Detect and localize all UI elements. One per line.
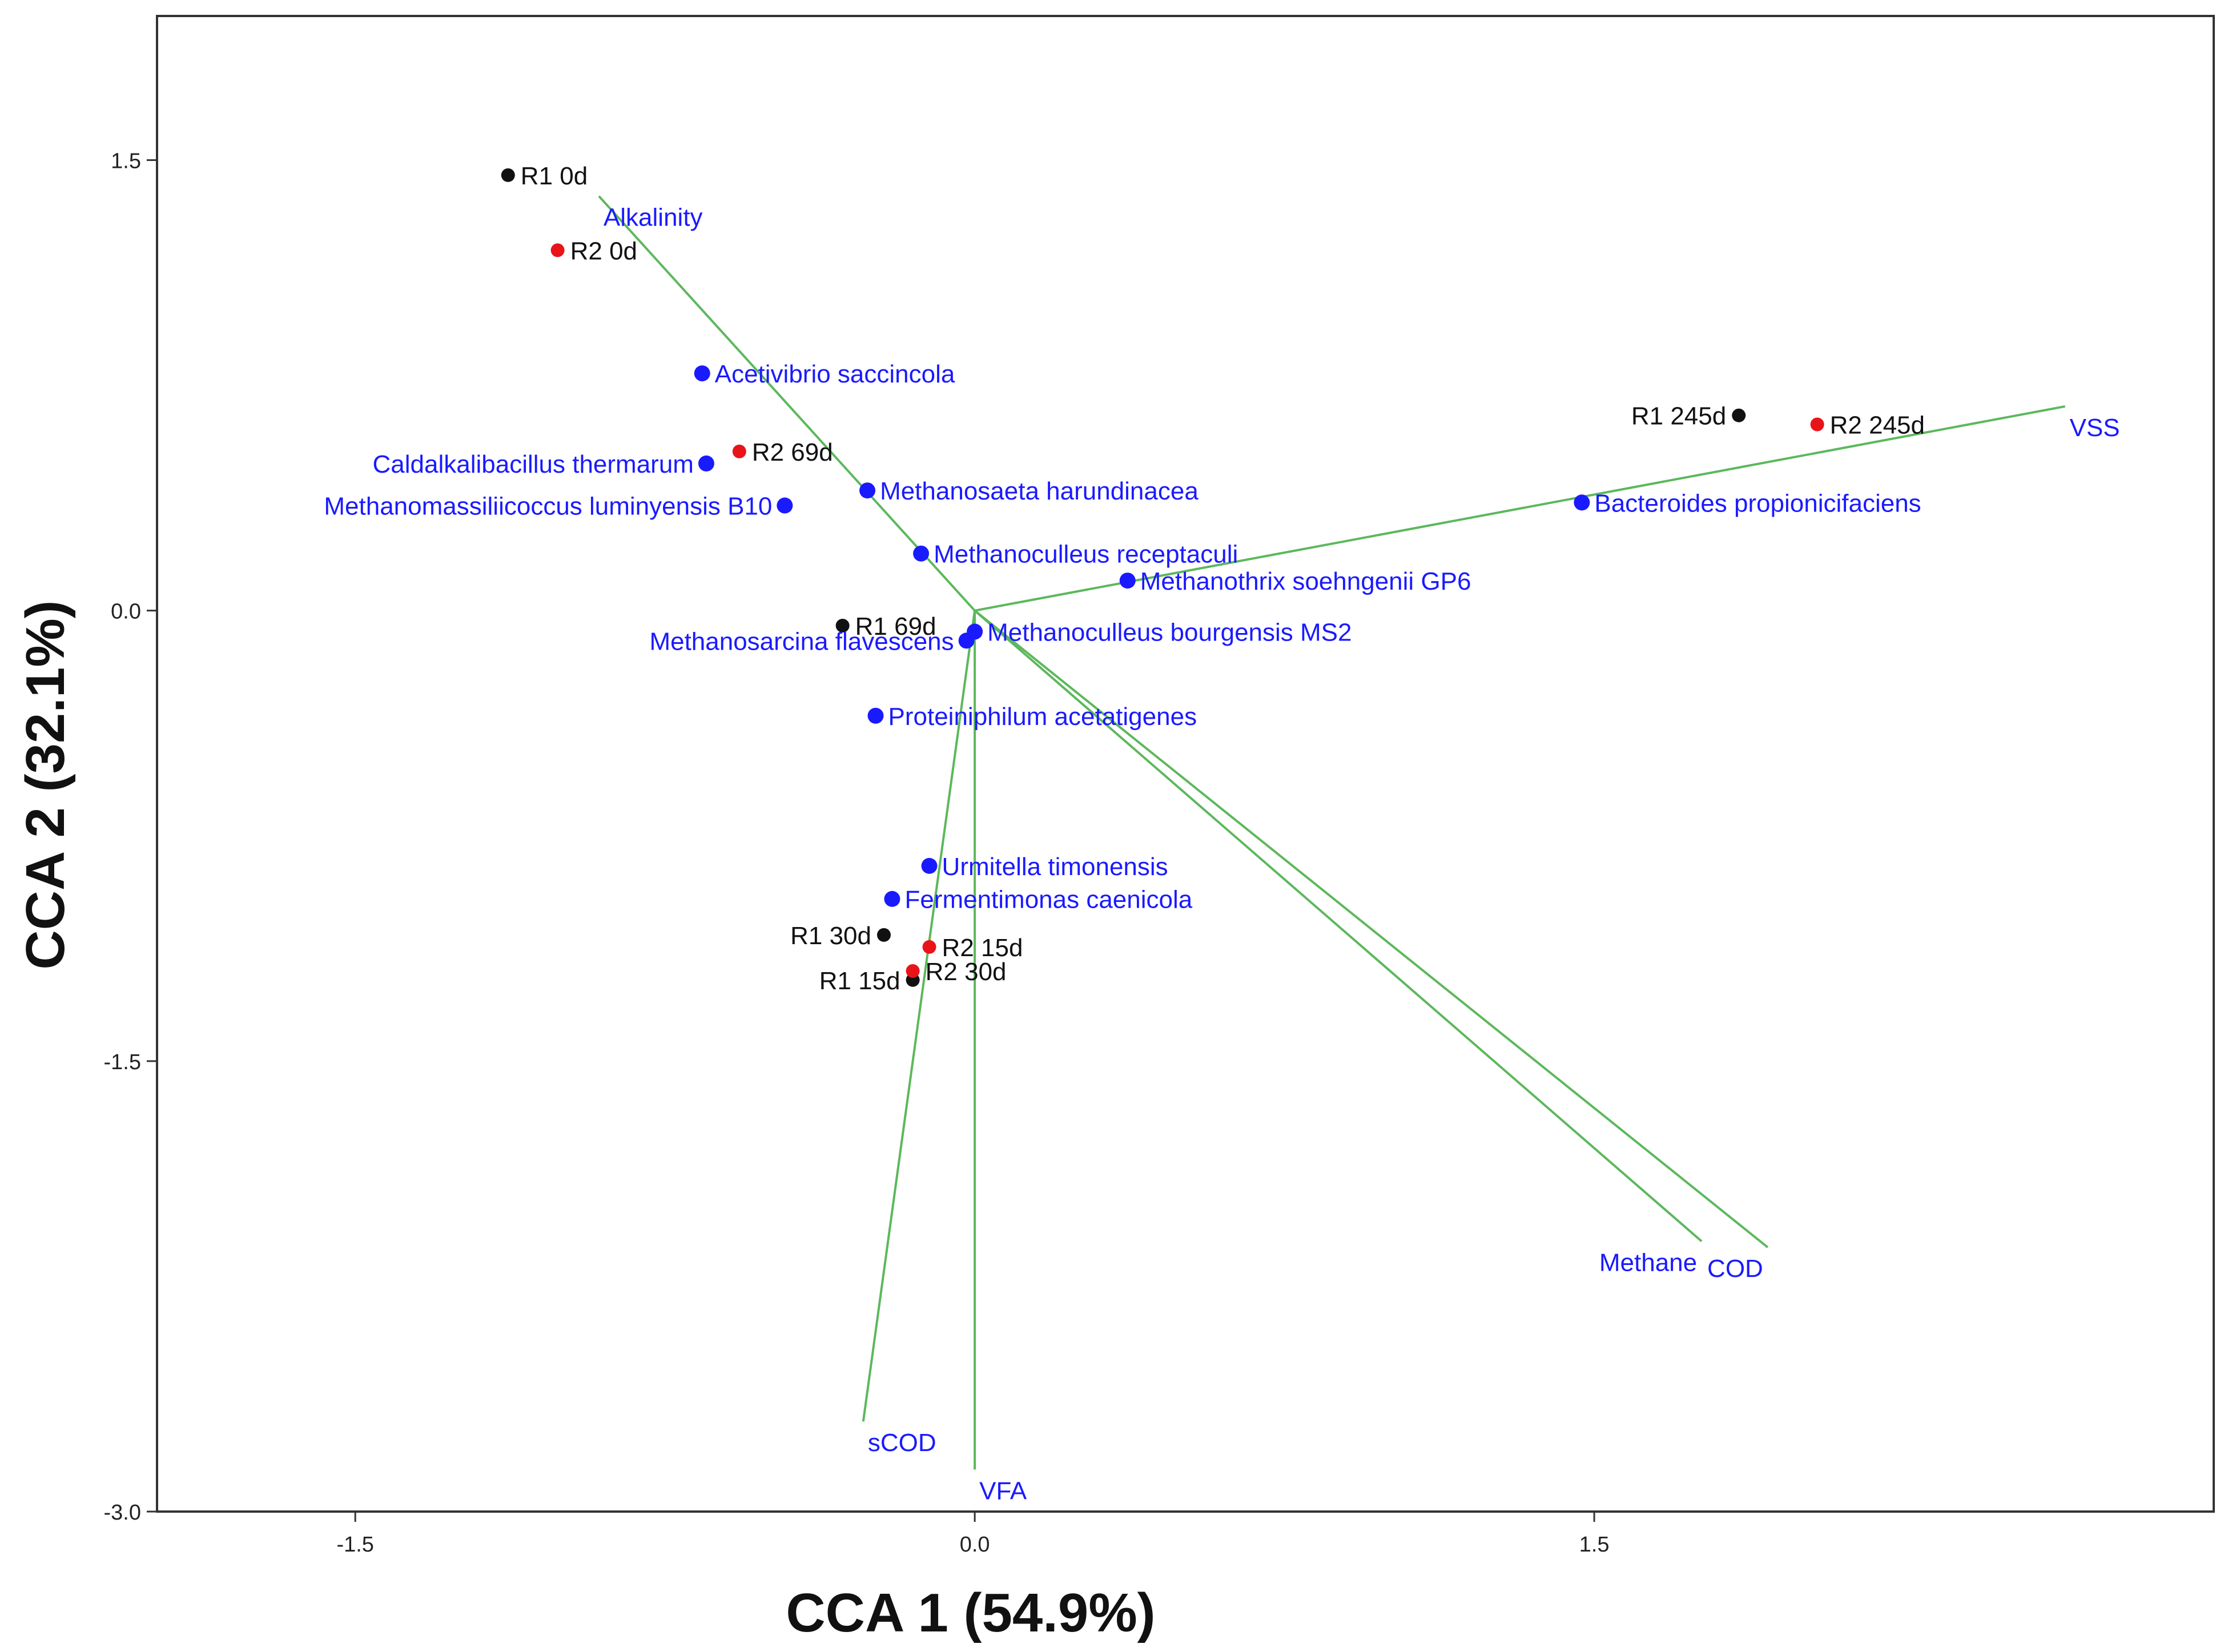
point-r2-69d xyxy=(732,444,746,458)
label-methanomassiliicoccus-luminyensis-b10: Methanomassiliicoccus luminyensis B10 xyxy=(324,493,772,521)
vector-alkalinity xyxy=(598,195,976,612)
x-tick-label: -1.5 xyxy=(336,1533,373,1557)
point-methanoculleus-receptaculi xyxy=(913,545,930,562)
point-r2-30d xyxy=(906,964,920,978)
label-fermentimonas-caenicola: Fermentimonas caenicola xyxy=(904,886,1192,914)
plot-frame xyxy=(156,15,2215,1513)
point-r1-0d xyxy=(501,168,515,182)
label-r2-0d: R2 0d xyxy=(570,237,637,265)
point-r2-245d xyxy=(1810,417,1824,432)
label-r2-30d: R2 30d xyxy=(926,958,1007,986)
point-methanothrix-soehngenii-gp6 xyxy=(1119,573,1136,589)
label-r1-30d: R1 30d xyxy=(790,922,871,950)
point-methanosaeta-harundinacea xyxy=(859,482,876,499)
x-tick-label: 0.0 xyxy=(960,1533,990,1557)
vector-cod xyxy=(974,610,1769,1248)
y-tick-label: 0.0 xyxy=(111,600,141,624)
point-urmitella-timonensis xyxy=(921,857,938,874)
point-proteiniphilum-acetatigenes xyxy=(867,707,884,724)
x-axis-label: CCA 1 (54.9%) xyxy=(786,1582,1155,1643)
vector-scod xyxy=(862,610,976,1422)
label-r2-69d: R2 69d xyxy=(752,438,833,466)
environmental-vectors xyxy=(598,195,2065,1470)
vector-methane xyxy=(974,610,1703,1243)
vector-vss xyxy=(974,405,2065,612)
point-caldalkalibacillus-thermarum xyxy=(698,455,714,472)
point-r2-0d xyxy=(550,243,565,257)
label-urmitella-timonensis: Urmitella timonensis xyxy=(942,853,1168,881)
point-methanomassiliicoccus-luminyensis-b10 xyxy=(777,497,793,514)
point-r1-69d xyxy=(835,618,850,632)
label-caldalkalibacillus-thermarum: Caldalkalibacillus thermarum xyxy=(373,450,694,478)
label-methanoculleus-bourgensis-ms2: Methanoculleus bourgensis MS2 xyxy=(987,619,1352,647)
vector-label-vfa: VFA xyxy=(979,1477,1027,1505)
y-tick-label: -1.5 xyxy=(104,1050,141,1074)
label-r1-69d: R1 69d xyxy=(855,613,936,640)
point-r1-30d xyxy=(876,928,891,942)
point-bacteroides-propionicifaciens xyxy=(1574,494,1590,511)
y-axis-label: CCA 2 (32.1%) xyxy=(15,600,76,969)
point-r2-15d xyxy=(922,940,936,954)
label-methanoculleus-receptaculi: Methanoculleus receptaculi xyxy=(934,541,1238,569)
data-points xyxy=(501,168,1824,987)
vector-label-cod: COD xyxy=(1707,1255,1763,1283)
y-tick-label: -3.0 xyxy=(104,1501,141,1525)
vector-label-methane: Methane xyxy=(1599,1249,1697,1277)
label-r1-245d: R1 245d xyxy=(1631,402,1726,430)
axis-ticks: -1.5 0.0 1.5 1.5 0.0 -1.5 -3.0 xyxy=(104,150,1610,1557)
point-r1-245d xyxy=(1732,408,1746,422)
point-labels: Alkalinity VSS COD Methane sCOD VFA R1 0d R1 24… xyxy=(324,162,2120,1505)
label-methanothrix-soehngenii-gp6: Methanothrix soehngenii GP6 xyxy=(1140,567,1471,595)
point-acetivibrio-saccincola xyxy=(694,365,710,382)
x-tick-label: 1.5 xyxy=(1579,1533,1610,1557)
label-r1-15d: R1 15d xyxy=(819,967,900,995)
vector-label-vss: VSS xyxy=(2070,414,2120,442)
label-acetivibrio-saccincola: Acetivibrio saccincola xyxy=(715,360,955,388)
label-bacteroides-propionicifaciens: Bacteroides propionicifaciens xyxy=(1594,489,1921,517)
label-methanosarcina-flavescens: Methanosarcina flavescens xyxy=(649,627,954,655)
label-proteiniphilum-acetatigenes: Proteiniphilum acetatigenes xyxy=(888,703,1197,731)
label-r2-245d: R2 245d xyxy=(1830,412,1925,440)
vector-label-scod: sCOD xyxy=(868,1429,936,1457)
label-r2-15d: R2 15d xyxy=(942,934,1023,962)
point-fermentimonas-caenicola xyxy=(884,891,900,907)
label-methanosaeta-harundinacea: Methanosaeta harundinacea xyxy=(880,477,1199,505)
vector-label-alkalinity: Alkalinity xyxy=(604,204,703,232)
y-tick-label: 1.5 xyxy=(111,150,141,174)
label-r1-0d: R1 0d xyxy=(521,162,588,190)
point-methanosarcina-flavescens xyxy=(958,632,975,649)
